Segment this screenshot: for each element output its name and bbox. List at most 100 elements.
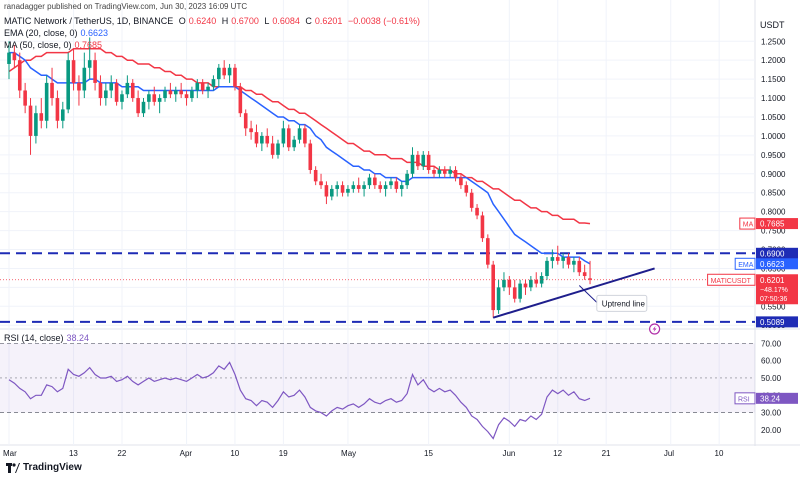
candle bbox=[152, 86, 157, 106]
candle-body bbox=[340, 185, 345, 193]
ohlc-o-label: O bbox=[178, 16, 186, 26]
candle bbox=[195, 79, 200, 99]
candle-body bbox=[453, 169, 458, 178]
candle bbox=[432, 166, 436, 178]
candle-body bbox=[44, 82, 49, 121]
price-badge: EMA 0.6623 bbox=[734, 257, 798, 270]
time-tick-label: 10 bbox=[230, 449, 239, 458]
rsi-legend[interactable]: RSI (14, close) 38.24 bbox=[4, 333, 92, 343]
candle-body bbox=[496, 287, 501, 311]
price-badge-value: 0.6201 bbox=[760, 276, 785, 285]
candle bbox=[518, 279, 522, 303]
candle-body bbox=[518, 283, 522, 299]
symbol-title: MATIC Network / TetherUS, 1D, BINANCE bbox=[4, 16, 174, 26]
candle bbox=[555, 245, 560, 265]
tradingview-logo-text: TradingView bbox=[23, 462, 82, 473]
candle bbox=[173, 86, 178, 102]
candle-body bbox=[141, 101, 146, 114]
candle-body bbox=[87, 60, 92, 68]
candle-body bbox=[195, 82, 200, 91]
rsi-line bbox=[8, 361, 591, 440]
candle-body bbox=[330, 188, 334, 197]
symbol-line[interactable]: MATIC Network / TetherUS, 1D, BINANCE O 0… bbox=[4, 16, 423, 26]
time-tick-label: Jul bbox=[664, 449, 674, 458]
candle-body bbox=[34, 113, 38, 136]
time-tick-label: 13 bbox=[69, 449, 78, 458]
rsi-legend-label: RSI (14, close) bbox=[4, 333, 64, 343]
candle bbox=[104, 82, 108, 106]
price-badge-label: EMA bbox=[738, 262, 754, 269]
ma-legend[interactable]: MA (50, close, 0) 0.7685 bbox=[4, 40, 105, 50]
candle-body bbox=[265, 135, 270, 144]
candle bbox=[168, 82, 173, 99]
candle bbox=[582, 264, 587, 280]
tradingview-logo-icon bbox=[6, 462, 20, 473]
candle-body bbox=[55, 98, 60, 121]
ohlc-l: 0.6084 bbox=[272, 16, 300, 26]
candle bbox=[356, 177, 361, 193]
candle bbox=[389, 177, 393, 189]
price-tick-label: 0.9500 bbox=[761, 151, 786, 160]
lightning-glyph bbox=[652, 326, 657, 333]
candle bbox=[459, 173, 463, 189]
candle bbox=[324, 181, 329, 205]
price-badge-label-box bbox=[739, 217, 756, 230]
candle-body bbox=[335, 185, 339, 189]
candle-body bbox=[136, 98, 140, 114]
candle bbox=[426, 151, 431, 174]
candle-body bbox=[588, 278, 592, 280]
price-tick-label: 1.0000 bbox=[761, 132, 786, 141]
ema-legend-value: 0.6623 bbox=[80, 28, 109, 38]
candle bbox=[217, 63, 221, 87]
ema-legend[interactable]: EMA (20, close, 0) 0.6623 bbox=[4, 28, 111, 38]
time-tick-label: Apr bbox=[180, 449, 193, 458]
candle bbox=[109, 75, 114, 99]
candle bbox=[77, 75, 81, 106]
ohlc-c: 0.6201 bbox=[314, 16, 343, 26]
tradingview-logo[interactable]: TradingView bbox=[6, 462, 82, 473]
candle bbox=[260, 132, 264, 152]
candle-body bbox=[152, 94, 157, 102]
candle bbox=[281, 120, 286, 148]
candle bbox=[577, 257, 582, 277]
candle-body bbox=[313, 169, 318, 182]
candle-body bbox=[163, 90, 167, 99]
time-tick-label: May bbox=[341, 449, 356, 458]
candle-body bbox=[147, 94, 151, 102]
price-badge-value-box bbox=[756, 258, 798, 270]
uptrend-line bbox=[492, 267, 655, 319]
candle-body bbox=[566, 257, 571, 265]
candle-body bbox=[71, 60, 76, 83]
candle-body bbox=[82, 67, 87, 91]
candle bbox=[550, 249, 555, 269]
candle-body bbox=[303, 128, 307, 144]
candle bbox=[496, 279, 501, 314]
candle bbox=[588, 260, 592, 285]
ma-legend-label: MA (50, close, 0) bbox=[4, 40, 72, 50]
candle bbox=[254, 124, 259, 148]
candle-body bbox=[421, 154, 426, 167]
candle bbox=[383, 181, 388, 197]
candle-body bbox=[243, 113, 248, 129]
candle-body bbox=[254, 132, 259, 144]
candle bbox=[410, 147, 415, 178]
candle-body bbox=[281, 128, 286, 144]
price-tick-label: 0.5500 bbox=[761, 302, 786, 311]
price-tick-label: 0.7500 bbox=[761, 227, 786, 236]
ema-legend-label: EMA (20, close, 0) bbox=[4, 28, 78, 38]
ohlc-change: −0.0038 (−0.61%) bbox=[347, 16, 421, 26]
price-tick-label: 1.2500 bbox=[761, 37, 786, 46]
candle-body bbox=[437, 169, 442, 174]
candle bbox=[566, 253, 571, 269]
candle bbox=[303, 124, 307, 148]
candle bbox=[330, 185, 334, 201]
candle-body bbox=[475, 207, 479, 216]
candle bbox=[12, 45, 17, 68]
price-tick-label: 0.9000 bbox=[761, 170, 786, 179]
candle-body bbox=[206, 86, 210, 91]
candle-body bbox=[17, 60, 22, 91]
candle-body bbox=[173, 90, 178, 95]
price-badge-label-box bbox=[707, 273, 756, 286]
price-badge-label: MA bbox=[743, 222, 754, 229]
